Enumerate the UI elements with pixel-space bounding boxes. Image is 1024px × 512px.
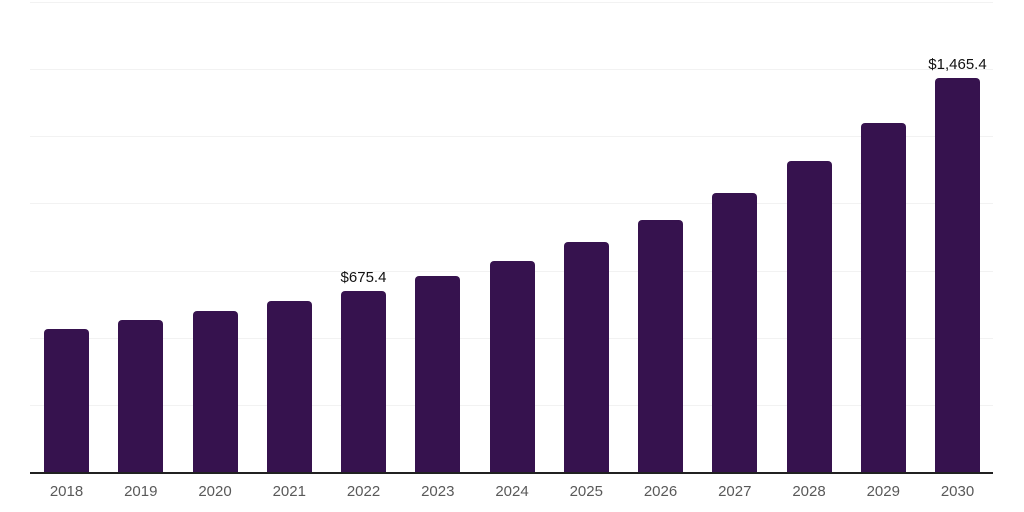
data-label-2022: $675.4	[340, 268, 387, 286]
x-tick-2020: 2020	[198, 483, 232, 500]
bar-2025[interactable]	[563, 241, 609, 472]
x-tick-2024: 2024	[495, 483, 529, 500]
bar-2018[interactable]	[44, 329, 89, 472]
x-tick-2018: 2018	[49, 483, 84, 500]
x-tick-2029: 2029	[866, 483, 900, 500]
x-tick-2027: 2027	[718, 483, 752, 500]
data-label-2030: $1,465.4	[928, 56, 987, 74]
bar-2021[interactable]	[266, 300, 312, 472]
x-tick-2026: 2026	[643, 483, 678, 500]
x-tick-2023: 2023	[421, 483, 455, 500]
gridline	[30, 136, 993, 138]
x-tick-2022: 2022	[346, 483, 381, 500]
x-tick-2025: 2025	[569, 483, 603, 500]
gridline	[30, 203, 993, 205]
bar-2019[interactable]	[118, 320, 164, 472]
bar-2027[interactable]	[712, 192, 758, 472]
x-tick-2021: 2021	[272, 483, 306, 500]
x-tick-2019: 2019	[124, 483, 158, 500]
bar-2022[interactable]	[341, 290, 386, 472]
bar-2020[interactable]	[192, 310, 238, 472]
bar-2029[interactable]	[860, 122, 906, 472]
x-tick-2028: 2028	[792, 483, 826, 500]
gridline	[30, 2, 993, 3]
bar-2026[interactable]	[638, 219, 683, 472]
x-tick-2030: 2030	[940, 483, 975, 500]
plot-area: $675.4 $1,465.4	[30, 2, 993, 474]
bar-2023[interactable]	[415, 275, 461, 472]
bar-2030[interactable]	[935, 78, 980, 472]
gridline	[30, 69, 993, 71]
bar-2028[interactable]	[786, 160, 832, 472]
x-axis-labels: 2018 2019 2020 2021 2022 2023 2024 2025 2026 2027…	[30, 482, 993, 504]
bar-2024[interactable]	[489, 260, 535, 472]
